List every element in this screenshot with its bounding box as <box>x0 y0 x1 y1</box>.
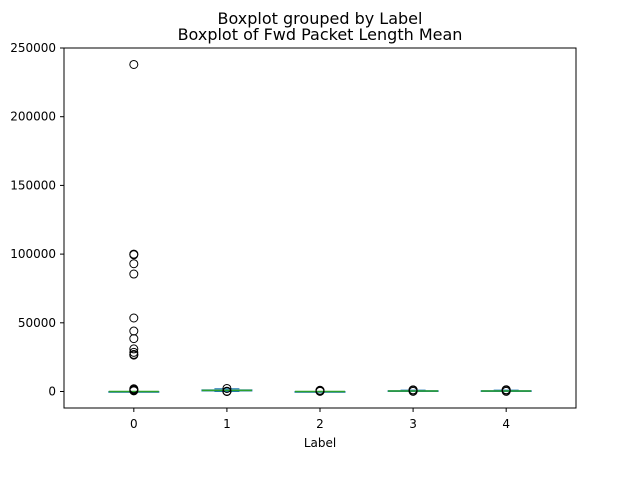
box-flier-point <box>129 350 139 360</box>
y-tick-label: 200000 <box>10 110 56 124</box>
x-tick-label: 1 <box>223 417 231 431</box>
x-tick-label: 0 <box>130 417 138 431</box>
y-tick-label: 100000 <box>10 247 56 261</box>
box-flier-point <box>315 386 325 396</box>
chart-title: Boxplot of Fwd Packet Length Mean <box>178 25 463 44</box>
y-tick-label: 250000 <box>10 41 56 55</box>
box-flier-point <box>408 386 418 396</box>
x-tick-label: 4 <box>502 417 510 431</box>
box-flier-point <box>222 386 232 396</box>
axes-frame <box>63 47 577 409</box>
chart-suptitle: Boxplot grouped by Label <box>218 9 423 28</box>
box-flier-point <box>222 383 232 393</box>
box-flier-point <box>129 344 139 354</box>
box-flier-point <box>129 269 139 279</box>
box-flier-point <box>129 250 139 260</box>
x-tick-label: 2 <box>316 417 324 431</box>
x-axis-label: Label <box>304 436 336 450</box>
box-flier-point <box>129 313 139 323</box>
y-tick-label: 150000 <box>10 178 56 192</box>
box-flier-point <box>129 259 139 269</box>
box-flier-point <box>129 386 139 396</box>
plot-area: 0 50000 100000 150000 200000 250000 0 1 2 3 4 <box>10 41 577 431</box>
y-tick-label: 0 <box>48 385 56 399</box>
box-flier-point <box>501 386 511 396</box>
y-tick-label: 50000 <box>18 316 56 330</box>
box-flier-point <box>129 334 139 344</box>
box-flier-point <box>129 59 139 69</box>
box-flier-point <box>129 326 139 336</box>
x-tick-label: 3 <box>409 417 417 431</box>
